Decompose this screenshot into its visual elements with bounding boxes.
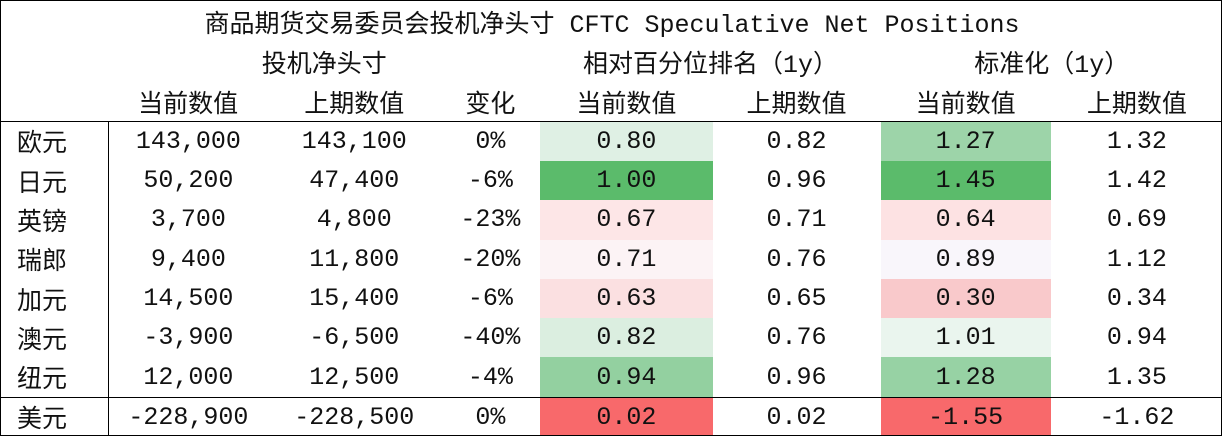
row-label: 英镑 (1, 200, 109, 240)
cell: 1.35 (1106, 362, 1167, 392)
row-label: 加元 (1, 278, 109, 319)
cell: 0.69 (1106, 205, 1167, 235)
group-header: 相对百分位排名（1y） (582, 51, 838, 81)
cell: 0.94 (1106, 323, 1167, 353)
group-header: 投机净头寸 (261, 51, 387, 81)
column-header: 当前数值 (915, 90, 1016, 120)
cell: 0.76 (766, 244, 827, 274)
cell: 1.12 (1106, 244, 1167, 274)
cell: 1.45 (880, 161, 1051, 201)
title-row: 商品期货交易委员会投机净头寸 CFTC Speculative Net Posi… (1, 1, 1221, 42)
cell: 1.42 (1106, 166, 1167, 196)
cell: 143,000 (108, 120, 269, 162)
cell: 1.32 (1050, 120, 1221, 162)
cell: 12,500 (309, 362, 400, 392)
cell: 143,100 (268, 120, 441, 162)
cell: 0.67 (540, 200, 713, 240)
cell: 50,200 (143, 166, 234, 196)
blank (1, 83, 108, 122)
column-header: 上期数值 (304, 90, 405, 120)
data-row: 加元 14,500 15,400 -6% 0.63 0.65 0.30 0.34 (1, 278, 1221, 319)
cell: -6,500 (309, 323, 400, 353)
data-row: 纽元 12,000 12,500 -4% 0.94 0.96 1.28 1.35 (1, 357, 1221, 398)
cell: 1.27 (880, 120, 1051, 162)
column-header: 上期数值 (746, 90, 847, 120)
cell: 14,500 (143, 284, 234, 313)
cell: -228,900 (108, 396, 269, 435)
cell: -20% (460, 244, 521, 274)
cell: 0.82 (712, 120, 881, 162)
row-label: 纽元 (1, 357, 109, 398)
cell: 0.65 (766, 284, 827, 313)
cell: 0.89 (880, 239, 1051, 279)
cell: -40% (460, 323, 521, 353)
cell: 0% (440, 120, 541, 162)
cell: 0.02 (712, 396, 881, 435)
cell: -228,500 (268, 396, 441, 435)
column-header-row: 当前数值 上期数值 变化 当前数值 上期数值 当前数值 上期数值 (1, 83, 1221, 122)
cell: 0.63 (540, 278, 713, 319)
cell: -1.55 (880, 396, 1051, 435)
data-row: 英镑 3,700 4,800 -23% 0.67 0.71 0.64 0.69 (1, 200, 1221, 240)
cell: -6% (467, 166, 513, 196)
column-header: 上期数值 (1086, 90, 1187, 120)
cell: -23% (460, 205, 521, 235)
data-row: 欧元 143,000 143,100 0% 0.80 0.82 1.27 1.32 (1, 120, 1221, 162)
data-row: 瑞郎 9,400 11,800 -20% 0.71 0.76 0.89 1.12 (1, 239, 1221, 279)
cell: -3,900 (143, 323, 234, 353)
cell: 0.71 (766, 205, 827, 235)
table-title: 商品期货交易委员会投机净头寸 CFTC Speculative Net Posi… (204, 10, 1020, 40)
cell: 0.64 (880, 200, 1051, 240)
cell: 1.00 (540, 161, 713, 201)
data-row: 美元 -228,900 -228,500 0% 0.02 0.02 -1.55 -1.62 (1, 396, 1221, 435)
data-row: 日元 50,200 47,400 -6% 1.00 0.96 1.45 1.42 (1, 161, 1221, 201)
cell: 12,000 (143, 362, 234, 392)
cell: 0.34 (1106, 284, 1167, 313)
cell: 0.94 (540, 357, 713, 398)
column-header: 当前数值 (576, 90, 677, 120)
cell: 0.30 (880, 278, 1051, 319)
cell: 15,400 (309, 284, 400, 313)
cell: 47,400 (309, 166, 400, 196)
row-label: 日元 (1, 161, 109, 201)
column-header: 当前数值 (138, 90, 239, 120)
blank (1, 42, 108, 82)
row-label: 瑞郎 (1, 239, 109, 279)
cell: 0.76 (766, 323, 827, 353)
data-row: 澳元 -3,900 -6,500 -40% 0.82 0.76 1.01 0.94 (1, 318, 1221, 358)
cell: 9,400 (150, 244, 226, 274)
cell: 0.82 (540, 318, 713, 358)
cell: 1.28 (880, 357, 1051, 398)
cell: 0.02 (540, 396, 713, 435)
row-label: 欧元 (1, 120, 109, 162)
cell: 0.96 (766, 362, 827, 392)
row-label: 美元 (1, 396, 109, 435)
group-header: 标准化（1y） (974, 51, 1130, 81)
cell: 0.71 (540, 239, 713, 279)
cell: -4% (467, 362, 513, 392)
cell: 3,700 (150, 205, 226, 235)
row-label: 澳元 (1, 318, 109, 358)
cell: 1.01 (880, 318, 1051, 358)
cell: 0.80 (540, 120, 713, 162)
cell: 11,800 (309, 244, 400, 274)
cell: -1.62 (1050, 396, 1221, 435)
column-header: 变化 (465, 90, 516, 120)
cell: -6% (467, 284, 513, 313)
cell: 0% (440, 396, 541, 435)
cell: 0.96 (766, 166, 827, 196)
group-row: 投机净头寸 相对百分位排名（1y） 标准化（1y） (1, 42, 1221, 82)
cell: 4,800 (316, 205, 392, 235)
